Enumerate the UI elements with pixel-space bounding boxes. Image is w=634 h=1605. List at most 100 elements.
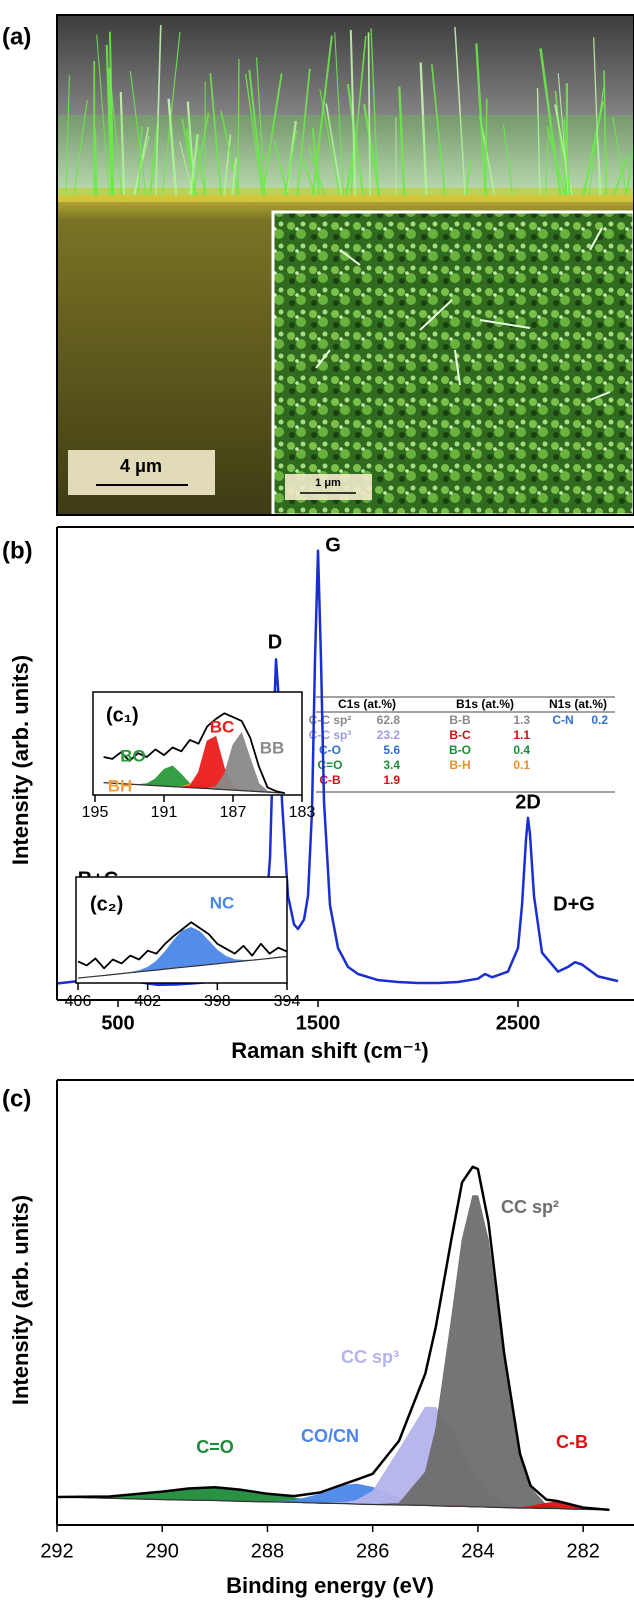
y-axis-label: Intensity (arb. units)	[8, 655, 33, 865]
peak-label: G	[325, 534, 341, 556]
baseline	[56, 1496, 610, 1511]
whisker	[484, 98, 488, 196]
panel-label: (c₁)	[106, 704, 139, 726]
table-cell: B-H	[449, 758, 470, 772]
panel-frame	[56, 14, 634, 516]
spike	[339, 249, 361, 266]
sem-inset	[271, 210, 634, 517]
x-axis-label: Raman shift (cm⁻¹)	[231, 1038, 428, 1063]
x-tick-label: 187	[220, 804, 247, 821]
whisker	[248, 69, 264, 196]
scale-bar-box	[285, 474, 372, 500]
sem-panel: 4 μm 1 μm (a)	[2, 14, 634, 517]
table-cell: 0.4	[513, 743, 530, 757]
whisker	[454, 26, 466, 196]
component-label: C-B	[556, 1432, 588, 1452]
x-tick-label: 183	[289, 804, 316, 821]
table-cell: C-N	[552, 713, 573, 727]
composition-table: C1s (at.%) C-C sp² 62.8 C-C sp³ 23.2 C-O 5.6 C=…	[309, 696, 615, 793]
whisker	[345, 151, 355, 196]
table-cell: B-B	[449, 713, 471, 727]
whisker	[223, 134, 232, 196]
whisker	[465, 159, 472, 196]
inset-spikes	[315, 227, 611, 401]
whisker	[148, 123, 160, 196]
whisker	[613, 154, 630, 196]
component-label: BO	[120, 746, 146, 765]
x-tick-label: 500	[101, 1012, 134, 1034]
table-cell: 5.6	[383, 743, 400, 757]
table-cell: 62.8	[377, 713, 401, 727]
spike	[589, 227, 603, 251]
x-tick-label: 282	[566, 1540, 599, 1562]
spectrum	[77, 921, 288, 970]
spike	[589, 391, 611, 401]
scale-bar-box	[68, 450, 215, 495]
whisker	[110, 81, 123, 196]
whisker	[220, 111, 240, 196]
component-label: CC sp²	[501, 1197, 559, 1217]
whisker	[167, 98, 178, 196]
table-cell: 0.1	[513, 758, 530, 772]
table-cell: 1.9	[383, 773, 400, 787]
whisker	[96, 34, 110, 196]
whisker	[370, 28, 379, 196]
whisker	[244, 73, 264, 196]
whisker	[155, 25, 162, 196]
x-tick-label: 195	[82, 804, 109, 821]
panel-label: (a)	[2, 23, 31, 50]
table-header: C1s (at.%)	[338, 697, 396, 711]
baseline	[77, 955, 288, 979]
whisker	[273, 141, 289, 196]
whiskers	[57, 25, 634, 196]
x-tick-label: 2500	[496, 1012, 541, 1034]
baseline	[103, 782, 285, 794]
whisker	[363, 104, 381, 196]
whisker	[261, 73, 283, 196]
whisker	[319, 89, 341, 196]
x-tick-label: 394	[274, 993, 301, 1010]
table-header: B1s (at.%)	[456, 697, 514, 711]
whisker	[108, 67, 114, 196]
whisker	[192, 112, 210, 196]
whisker	[367, 32, 371, 196]
whisker	[545, 130, 549, 196]
table-cell: C=O	[317, 758, 342, 772]
whisker	[129, 71, 147, 196]
table-cell: C-O	[319, 743, 341, 757]
x-axis-label: Binding energy (eV)	[226, 1573, 434, 1598]
scale-bar-label: 4 μm	[120, 456, 162, 476]
whisker	[539, 48, 562, 196]
peak-label: 2D	[515, 791, 541, 813]
whisker	[161, 31, 181, 196]
table-cell: 23.2	[377, 728, 401, 742]
whisker	[502, 124, 513, 196]
table-header: N1s (at.%)	[549, 697, 607, 711]
peak-label: D	[268, 631, 282, 653]
component-label: BC	[210, 717, 235, 736]
spike	[454, 349, 461, 386]
whisker	[65, 75, 70, 196]
whisker	[209, 73, 222, 196]
whisker	[325, 103, 343, 196]
whisker	[189, 134, 199, 196]
whisker	[119, 91, 126, 196]
whisker	[475, 43, 487, 196]
sem-interface	[57, 188, 634, 202]
x-tick-label: 402	[134, 993, 161, 1010]
whisker	[430, 64, 446, 196]
spike	[315, 349, 331, 369]
whisker	[185, 128, 196, 196]
spike	[419, 299, 453, 331]
component-label: BB	[260, 738, 285, 757]
x-tick-label: 284	[461, 1540, 494, 1562]
y-axis-label: Intensity (arb. units)	[8, 1195, 33, 1405]
panel-label: (c)	[2, 1085, 31, 1112]
x-tick-label: 1500	[296, 1012, 341, 1034]
whisker	[137, 126, 143, 196]
x-tick-label: 290	[146, 1540, 179, 1562]
whisker	[563, 119, 571, 196]
whisker	[554, 90, 567, 196]
whisker	[603, 70, 608, 196]
whisker	[588, 87, 605, 196]
